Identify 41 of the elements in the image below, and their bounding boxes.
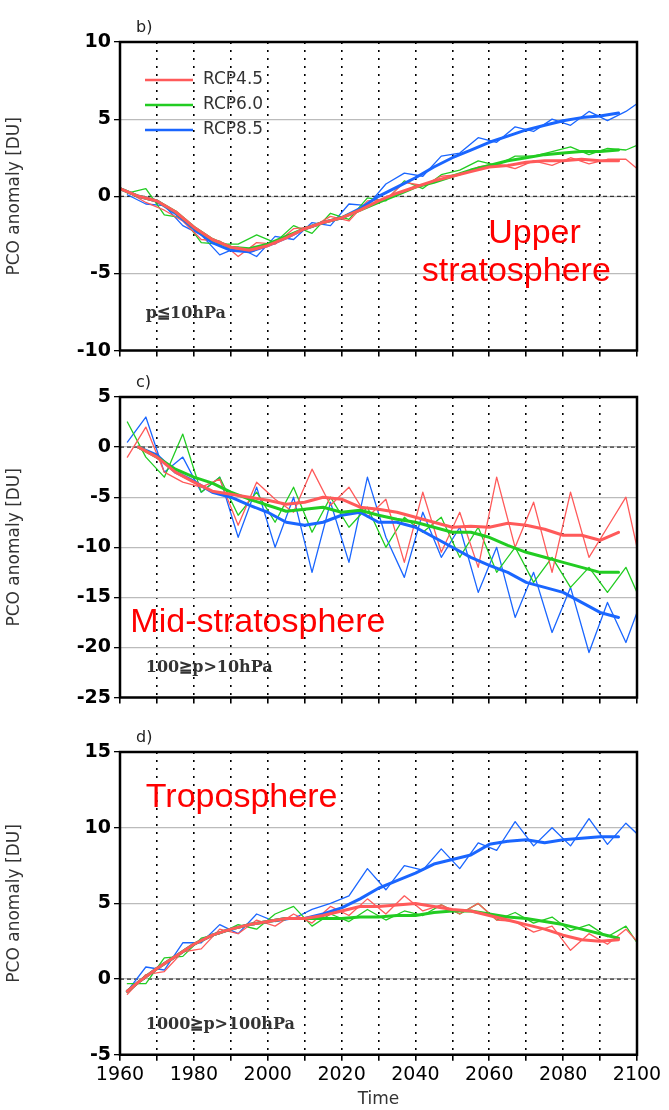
y-tick-label: -20 <box>76 634 111 657</box>
annotation: Upper stratosphere <box>421 211 611 288</box>
y-tick-label: 10 <box>84 28 111 51</box>
chart-title: b) <box>136 17 153 37</box>
y-tick-label: -5 <box>89 1041 111 1064</box>
legend-label: RCP6.0 <box>203 93 264 114</box>
y-tick-label: -5 <box>89 484 111 507</box>
y-axis-title: PCO anomaly [DU] <box>2 117 23 276</box>
annotation: 100≧p>10hPa <box>145 656 273 676</box>
y-tick-label: 0 <box>97 966 111 989</box>
y-tick-label: 15 <box>84 738 111 761</box>
x-tick-label: 2040 <box>391 1062 440 1085</box>
annotation: 1000≧p>100hPa <box>145 1013 295 1033</box>
x-tick-label: 2080 <box>538 1062 588 1085</box>
annotation: Troposphere <box>145 775 338 814</box>
chart-title: d) <box>136 727 153 747</box>
x-tick-label: 2100 <box>612 1062 662 1085</box>
x-tick-label: 1960 <box>95 1062 145 1085</box>
y-tick-label: 5 <box>97 890 111 913</box>
y-axis-title: PCO anomaly [DU] <box>2 468 23 627</box>
y-tick-label: -10 <box>76 337 111 360</box>
y-tick-label: 5 <box>97 106 111 129</box>
y-axis-title: PCO anomaly [DU] <box>2 824 23 983</box>
legend-label: RCP4.5 <box>203 68 264 89</box>
x-tick-label: 2020 <box>317 1062 366 1085</box>
annotation: Mid-stratosphere <box>130 600 386 639</box>
y-tick-label: 0 <box>97 183 111 206</box>
y-tick-label: -25 <box>76 684 111 707</box>
chart-title: c) <box>136 372 152 392</box>
y-tick-label: 10 <box>84 814 111 837</box>
y-tick-label: 5 <box>97 383 111 406</box>
x-tick-label: 2000 <box>243 1062 292 1085</box>
legend-label: RCP8.5 <box>203 118 264 139</box>
x-tick-label: 1980 <box>169 1062 219 1085</box>
y-tick-label: 0 <box>97 434 111 457</box>
y-tick-label: -10 <box>76 534 111 557</box>
y-tick-label: -15 <box>76 584 111 607</box>
x-tick-label: 2060 <box>465 1062 514 1085</box>
annotation: p≦10hPa <box>145 302 226 322</box>
x-axis-title: Time <box>356 1088 400 1109</box>
y-tick-label: -5 <box>89 260 111 283</box>
